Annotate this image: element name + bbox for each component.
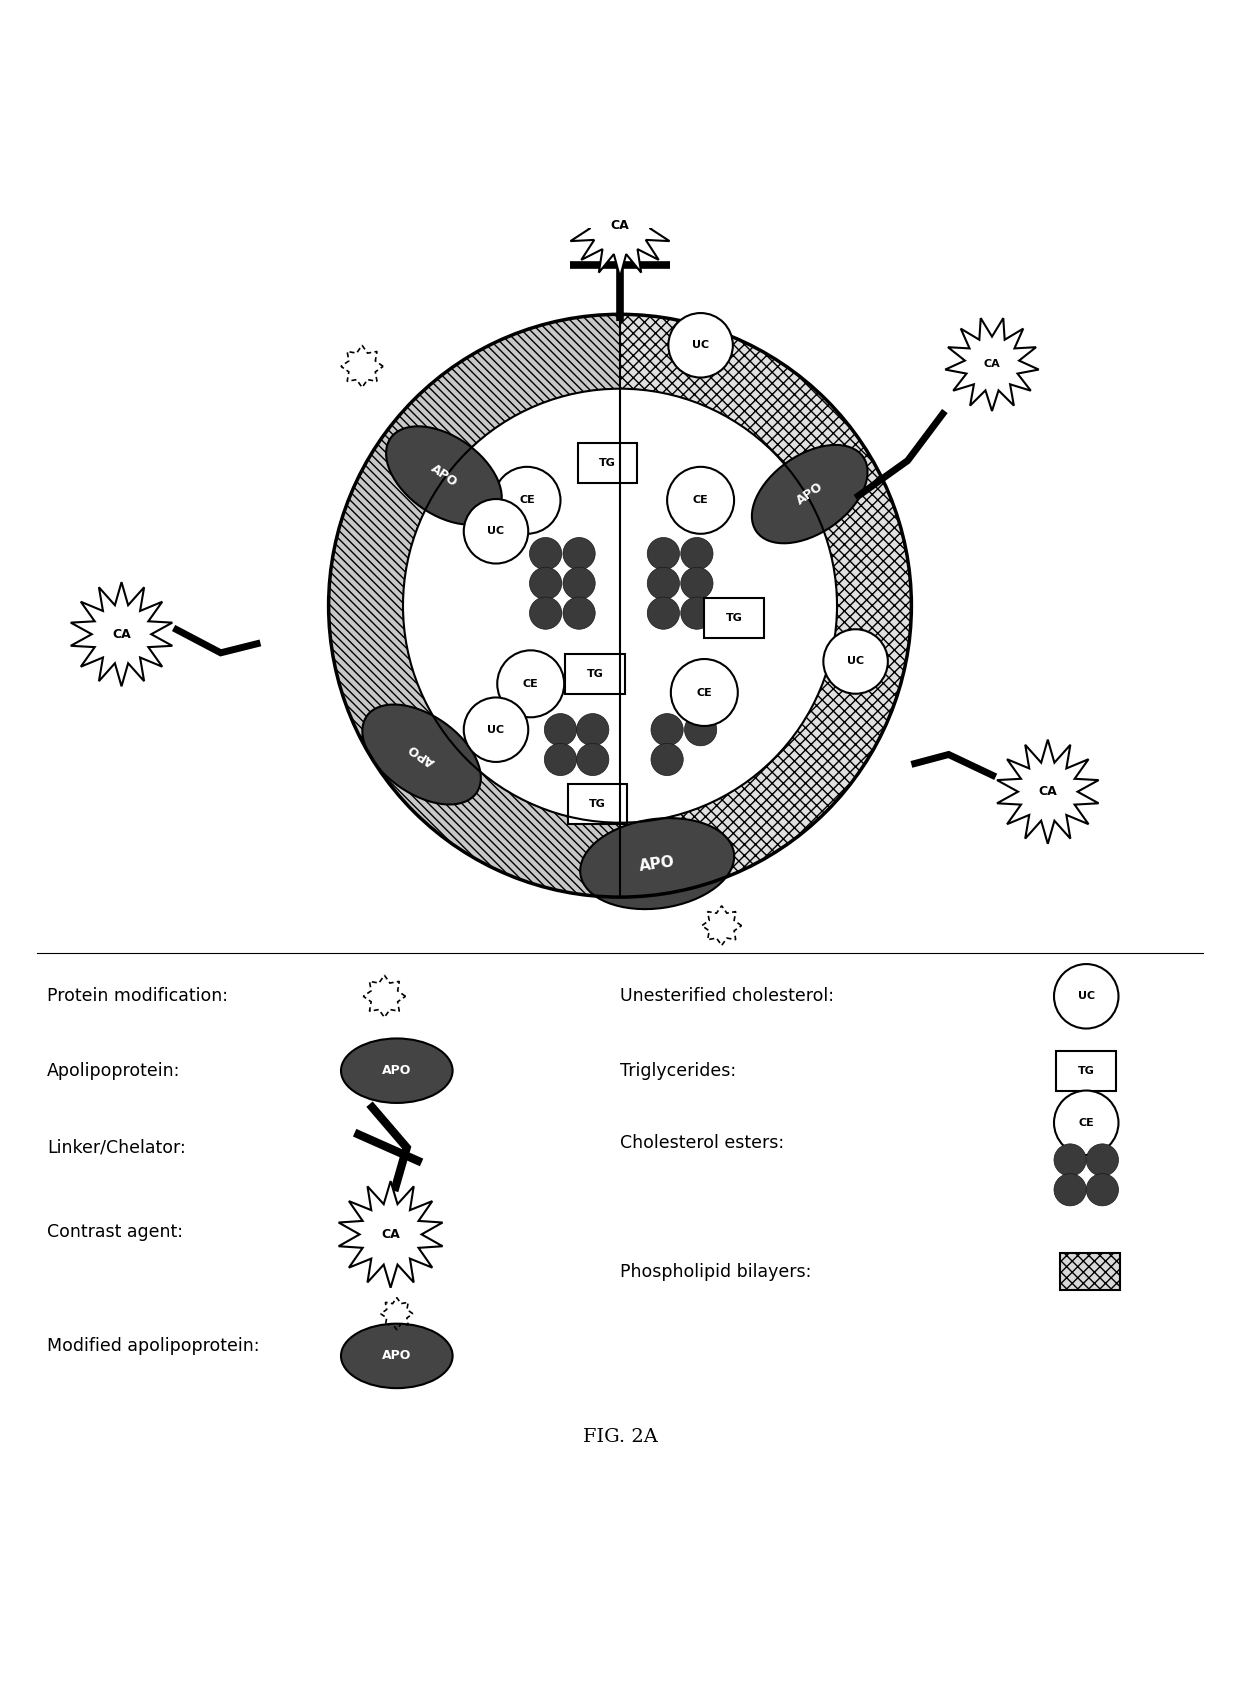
Bar: [568, 785, 627, 824]
Text: FIG. 2A: FIG. 2A: [583, 1427, 657, 1446]
Circle shape: [647, 568, 680, 600]
Text: CA: CA: [381, 1227, 401, 1241]
Text: CE: CE: [1079, 1117, 1094, 1127]
Circle shape: [651, 744, 683, 776]
Circle shape: [544, 714, 577, 746]
Text: Modified apolipoprotein:: Modified apolipoprotein:: [47, 1337, 259, 1354]
Circle shape: [647, 597, 680, 629]
Circle shape: [671, 659, 738, 725]
Text: Cholesterol esters:: Cholesterol esters:: [620, 1134, 784, 1151]
Circle shape: [651, 714, 683, 746]
Circle shape: [684, 714, 717, 746]
Circle shape: [403, 388, 837, 822]
Text: APO: APO: [428, 461, 460, 490]
Circle shape: [563, 537, 595, 570]
Text: UC: UC: [692, 341, 709, 351]
Text: TG: TG: [587, 670, 604, 680]
Circle shape: [563, 568, 595, 600]
Text: Linker/Chelator:: Linker/Chelator:: [47, 1139, 186, 1156]
Bar: [565, 654, 625, 693]
Ellipse shape: [341, 1324, 453, 1388]
Text: CE: CE: [693, 495, 708, 505]
Ellipse shape: [362, 705, 481, 805]
Wedge shape: [329, 314, 620, 897]
Circle shape: [823, 629, 888, 693]
Text: APO: APO: [405, 741, 438, 768]
Polygon shape: [339, 1181, 443, 1288]
Circle shape: [577, 714, 609, 746]
Circle shape: [464, 498, 528, 563]
Circle shape: [647, 537, 680, 570]
Circle shape: [668, 314, 733, 378]
Circle shape: [529, 568, 562, 600]
Circle shape: [667, 466, 734, 534]
Bar: [578, 444, 637, 483]
Bar: [704, 598, 764, 637]
Ellipse shape: [386, 427, 502, 525]
Text: CA: CA: [983, 359, 1001, 370]
Polygon shape: [945, 319, 1039, 410]
Ellipse shape: [580, 819, 734, 909]
Text: CA: CA: [1038, 785, 1058, 798]
Text: APO: APO: [382, 1064, 412, 1078]
Circle shape: [681, 568, 713, 600]
Text: CE: CE: [523, 678, 538, 688]
Circle shape: [529, 597, 562, 629]
Bar: [1056, 1051, 1116, 1090]
Text: Unesterified cholesterol:: Unesterified cholesterol:: [620, 986, 835, 1005]
Ellipse shape: [341, 1039, 453, 1103]
Text: UC: UC: [487, 527, 505, 536]
Text: TG: TG: [725, 614, 743, 624]
Text: APO: APO: [639, 854, 676, 873]
Polygon shape: [71, 581, 172, 686]
Text: APO: APO: [794, 480, 826, 508]
Circle shape: [681, 597, 713, 629]
Text: TG: TG: [1078, 1066, 1095, 1076]
Circle shape: [563, 597, 595, 629]
Circle shape: [681, 537, 713, 570]
Text: TG: TG: [589, 798, 606, 809]
Circle shape: [529, 537, 562, 570]
Text: CE: CE: [697, 688, 712, 698]
Bar: [1060, 1253, 1120, 1290]
Text: Triglycerides:: Triglycerides:: [620, 1061, 737, 1080]
Circle shape: [1054, 1090, 1118, 1154]
Polygon shape: [568, 175, 672, 276]
Circle shape: [1086, 1173, 1118, 1205]
Circle shape: [1054, 964, 1118, 1029]
Text: UC: UC: [487, 725, 505, 734]
Circle shape: [1054, 1173, 1086, 1205]
Wedge shape: [620, 314, 911, 897]
Text: TG: TG: [599, 458, 616, 468]
Text: Apolipoprotein:: Apolipoprotein:: [47, 1061, 181, 1080]
Text: CA: CA: [610, 219, 630, 232]
Text: Phospholipid bilayers:: Phospholipid bilayers:: [620, 1263, 811, 1281]
Text: APO: APO: [382, 1349, 412, 1363]
Text: Protein modification:: Protein modification:: [47, 986, 228, 1005]
Circle shape: [329, 314, 911, 897]
Text: Contrast agent:: Contrast agent:: [47, 1222, 184, 1241]
Text: UC: UC: [847, 656, 864, 666]
Circle shape: [1054, 1144, 1086, 1176]
Circle shape: [494, 466, 560, 534]
Text: CE: CE: [520, 495, 534, 505]
Circle shape: [464, 697, 528, 763]
Circle shape: [1086, 1144, 1118, 1176]
Ellipse shape: [751, 444, 868, 544]
Circle shape: [544, 744, 577, 776]
Text: UC: UC: [1078, 992, 1095, 1002]
Text: CA: CA: [112, 627, 131, 641]
Polygon shape: [997, 739, 1099, 844]
Circle shape: [577, 744, 609, 776]
Circle shape: [497, 651, 564, 717]
